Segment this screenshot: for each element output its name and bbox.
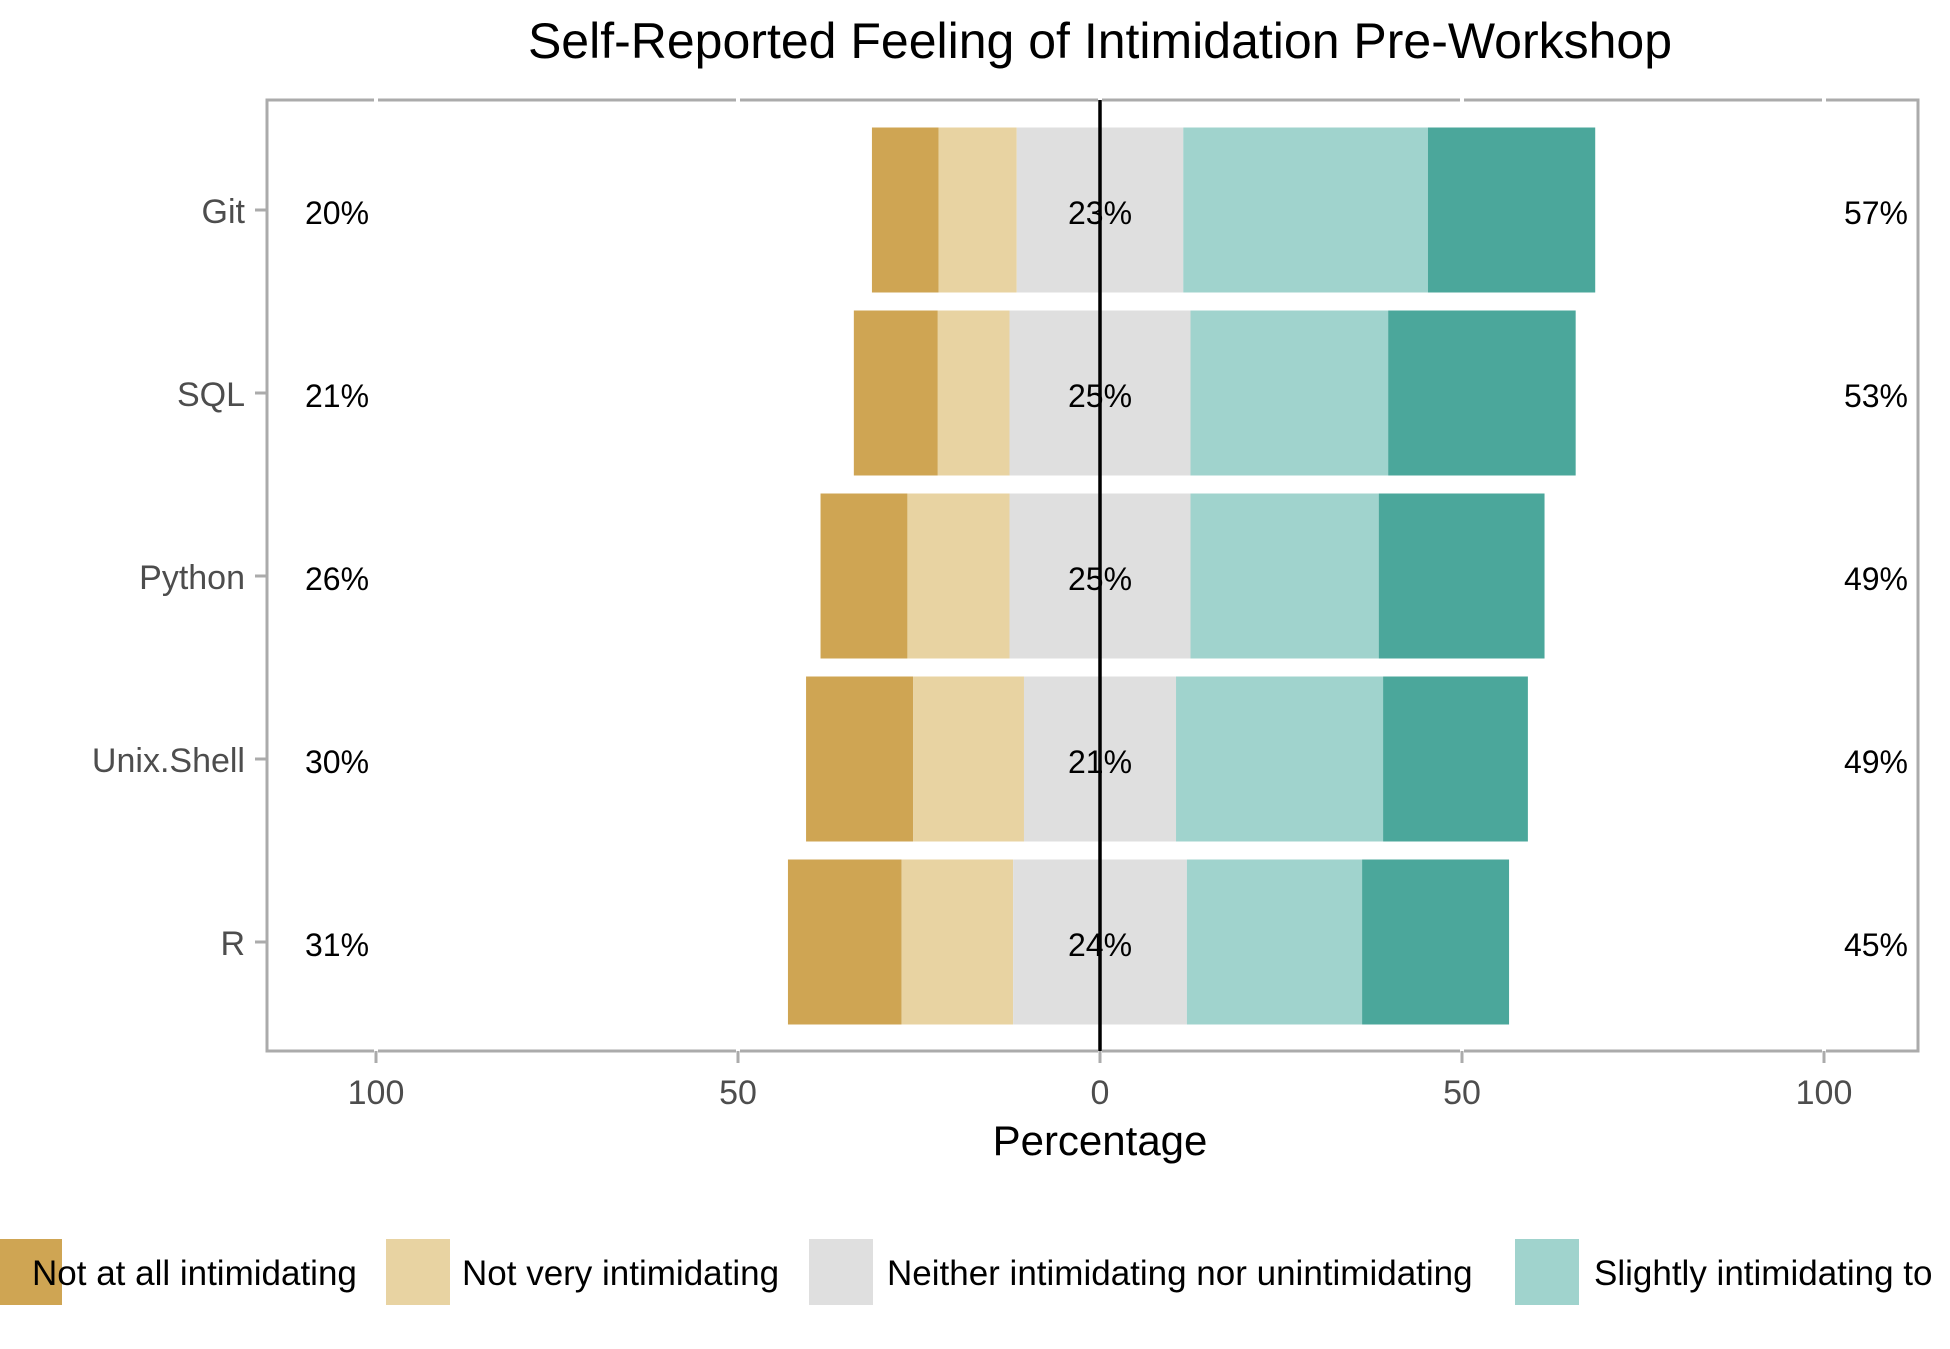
legend: Not at all intimidating Not very intimida… <box>0 1239 1933 1305</box>
left-percent-label-Git: 20% <box>305 195 369 231</box>
center-percent-label-Python: 25% <box>1068 561 1132 597</box>
center-percent-label-Unix.Shell: 21% <box>1068 744 1132 780</box>
bars-group <box>787 127 1596 1025</box>
bar-segment-Git-4 <box>1183 127 1428 293</box>
bar-segment-Git-5 <box>1427 127 1596 293</box>
chart-title: Self-Reported Feeling of Intimidation Pr… <box>528 13 1672 69</box>
legend-label-1: Not at all intimidating <box>32 1254 357 1293</box>
bar-segment-R-1 <box>787 859 902 1025</box>
legend-swatch-4 <box>1515 1239 1579 1305</box>
bar-segment-Python-1 <box>820 493 908 659</box>
x-tick-label-0: 100 <box>348 1074 405 1112</box>
bar-segment-Git-2 <box>938 127 1017 293</box>
legend-label-4: Slightly intimidating to <box>1594 1254 1933 1293</box>
bar-segment-Python-5 <box>1378 493 1545 659</box>
left-percent-label-R: 31% <box>305 927 369 963</box>
bar-segment-R-2 <box>901 859 1014 1025</box>
x-tick-label-4: 100 <box>1796 1074 1853 1112</box>
bar-segment-Unix.Shell-5 <box>1383 676 1528 842</box>
y-tick-label-Python: Python <box>139 559 245 597</box>
bar-segment-Unix.Shell-1 <box>806 676 914 842</box>
x-axis-title: Percentage <box>993 1117 1208 1164</box>
bar-segment-Python-2 <box>907 493 1010 659</box>
center-percent-label-SQL: 25% <box>1068 378 1132 414</box>
y-tick-label-SQL: SQL <box>177 376 245 414</box>
center-percent-label-R: 24% <box>1068 927 1132 963</box>
left-percent-label-Unix.Shell: 30% <box>305 744 369 780</box>
x-tick-label-1: 50 <box>719 1074 757 1112</box>
left-percent-label-SQL: 21% <box>305 378 369 414</box>
axes-group: Git SQL Python Unix.Shell R 100 50 0 50 100 <box>92 193 1852 1112</box>
bar-segment-R-5 <box>1362 859 1510 1025</box>
bar-segment-SQL-5 <box>1388 310 1576 476</box>
legend-swatch-1 <box>0 1239 62 1305</box>
left-percent-label-Python: 26% <box>305 561 369 597</box>
bar-segment-Python-4 <box>1190 493 1379 659</box>
legend-swatch-2 <box>386 1239 450 1305</box>
right-percent-label-Git: 57% <box>1844 195 1908 231</box>
x-tick-label-2: 0 <box>1091 1074 1110 1112</box>
right-percent-label-R: 45% <box>1844 927 1908 963</box>
right-percent-label-Unix.Shell: 49% <box>1844 744 1908 780</box>
legend-label-2: Not very intimidating <box>462 1254 779 1293</box>
bar-segment-Unix.Shell-4 <box>1176 676 1384 842</box>
bar-segment-R-4 <box>1186 859 1363 1025</box>
right-percent-label-SQL: 53% <box>1844 378 1908 414</box>
center-percent-label-Git: 23% <box>1068 195 1132 231</box>
bar-segment-SQL-1 <box>853 310 938 476</box>
y-tick-label-Unix.Shell: Unix.Shell <box>92 742 245 780</box>
bar-segment-SQL-2 <box>937 310 1010 476</box>
bar-segment-Git-1 <box>871 127 939 293</box>
y-tick-label-Git: Git <box>202 193 246 231</box>
x-tick-label-3: 50 <box>1443 1074 1481 1112</box>
bar-segment-Unix.Shell-2 <box>913 676 1024 842</box>
right-percent-label-Python: 49% <box>1844 561 1908 597</box>
legend-swatch-3 <box>809 1239 873 1305</box>
legend-label-3: Neither intimidating nor unintimidating <box>887 1254 1473 1293</box>
y-tick-label-R: R <box>220 925 245 963</box>
bar-segment-SQL-4 <box>1190 310 1389 476</box>
value-labels-group: 20% 23% 57% 21% 25% 53% 26% 25% 49% 30% 21% 49% 31% 2… <box>305 195 1908 963</box>
